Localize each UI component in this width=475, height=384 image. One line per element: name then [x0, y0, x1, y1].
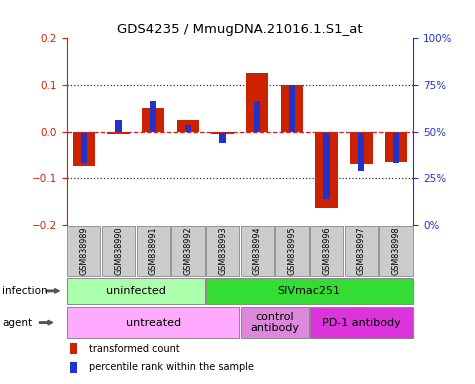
FancyBboxPatch shape: [240, 307, 309, 338]
Bar: [393, 131, 399, 163]
Bar: [219, 131, 226, 143]
Bar: [358, 131, 364, 171]
Text: GSM838994: GSM838994: [253, 226, 262, 275]
FancyBboxPatch shape: [67, 226, 101, 276]
Text: GSM838992: GSM838992: [183, 226, 192, 275]
Text: agent: agent: [2, 318, 32, 328]
FancyBboxPatch shape: [67, 278, 205, 304]
FancyBboxPatch shape: [102, 226, 135, 276]
Text: GSM838995: GSM838995: [287, 226, 296, 275]
Bar: [107, 131, 130, 134]
Bar: [150, 101, 156, 131]
Bar: [185, 124, 191, 131]
Text: percentile rank within the sample: percentile rank within the sample: [89, 362, 254, 372]
Bar: [246, 73, 268, 131]
FancyBboxPatch shape: [344, 226, 378, 276]
Text: SIVmac251: SIVmac251: [278, 286, 341, 296]
Text: infection: infection: [2, 286, 48, 296]
Text: GSM838996: GSM838996: [322, 226, 331, 275]
FancyBboxPatch shape: [206, 278, 413, 304]
Bar: [70, 362, 77, 372]
Bar: [142, 108, 164, 131]
FancyBboxPatch shape: [171, 226, 205, 276]
Text: GSM838993: GSM838993: [218, 226, 227, 275]
Text: GSM838991: GSM838991: [149, 226, 158, 275]
FancyBboxPatch shape: [206, 226, 239, 276]
Text: GSM838989: GSM838989: [79, 226, 88, 275]
Bar: [289, 85, 295, 131]
Text: untreated: untreated: [125, 318, 181, 328]
Bar: [350, 131, 372, 164]
Title: GDS4235 / MmugDNA.21016.1.S1_at: GDS4235 / MmugDNA.21016.1.S1_at: [117, 23, 363, 36]
Text: GSM838990: GSM838990: [114, 226, 123, 275]
FancyBboxPatch shape: [240, 226, 274, 276]
Text: transformed count: transformed count: [89, 344, 180, 354]
Bar: [254, 101, 260, 131]
Bar: [177, 120, 199, 131]
FancyBboxPatch shape: [310, 307, 413, 338]
Bar: [281, 85, 303, 131]
Text: control
antibody: control antibody: [250, 312, 299, 333]
Bar: [73, 131, 95, 166]
FancyBboxPatch shape: [379, 226, 413, 276]
FancyBboxPatch shape: [136, 226, 170, 276]
Bar: [81, 131, 87, 163]
Bar: [385, 131, 407, 162]
FancyBboxPatch shape: [275, 226, 309, 276]
Text: GSM838997: GSM838997: [357, 226, 366, 275]
Text: PD-1 antibody: PD-1 antibody: [322, 318, 400, 328]
Bar: [70, 344, 77, 354]
Bar: [115, 120, 122, 131]
Bar: [315, 131, 338, 209]
FancyBboxPatch shape: [67, 307, 239, 338]
FancyBboxPatch shape: [310, 226, 343, 276]
Bar: [323, 131, 330, 199]
Text: uninfected: uninfected: [106, 286, 166, 296]
Text: GSM838998: GSM838998: [391, 226, 400, 275]
Bar: [211, 131, 234, 134]
